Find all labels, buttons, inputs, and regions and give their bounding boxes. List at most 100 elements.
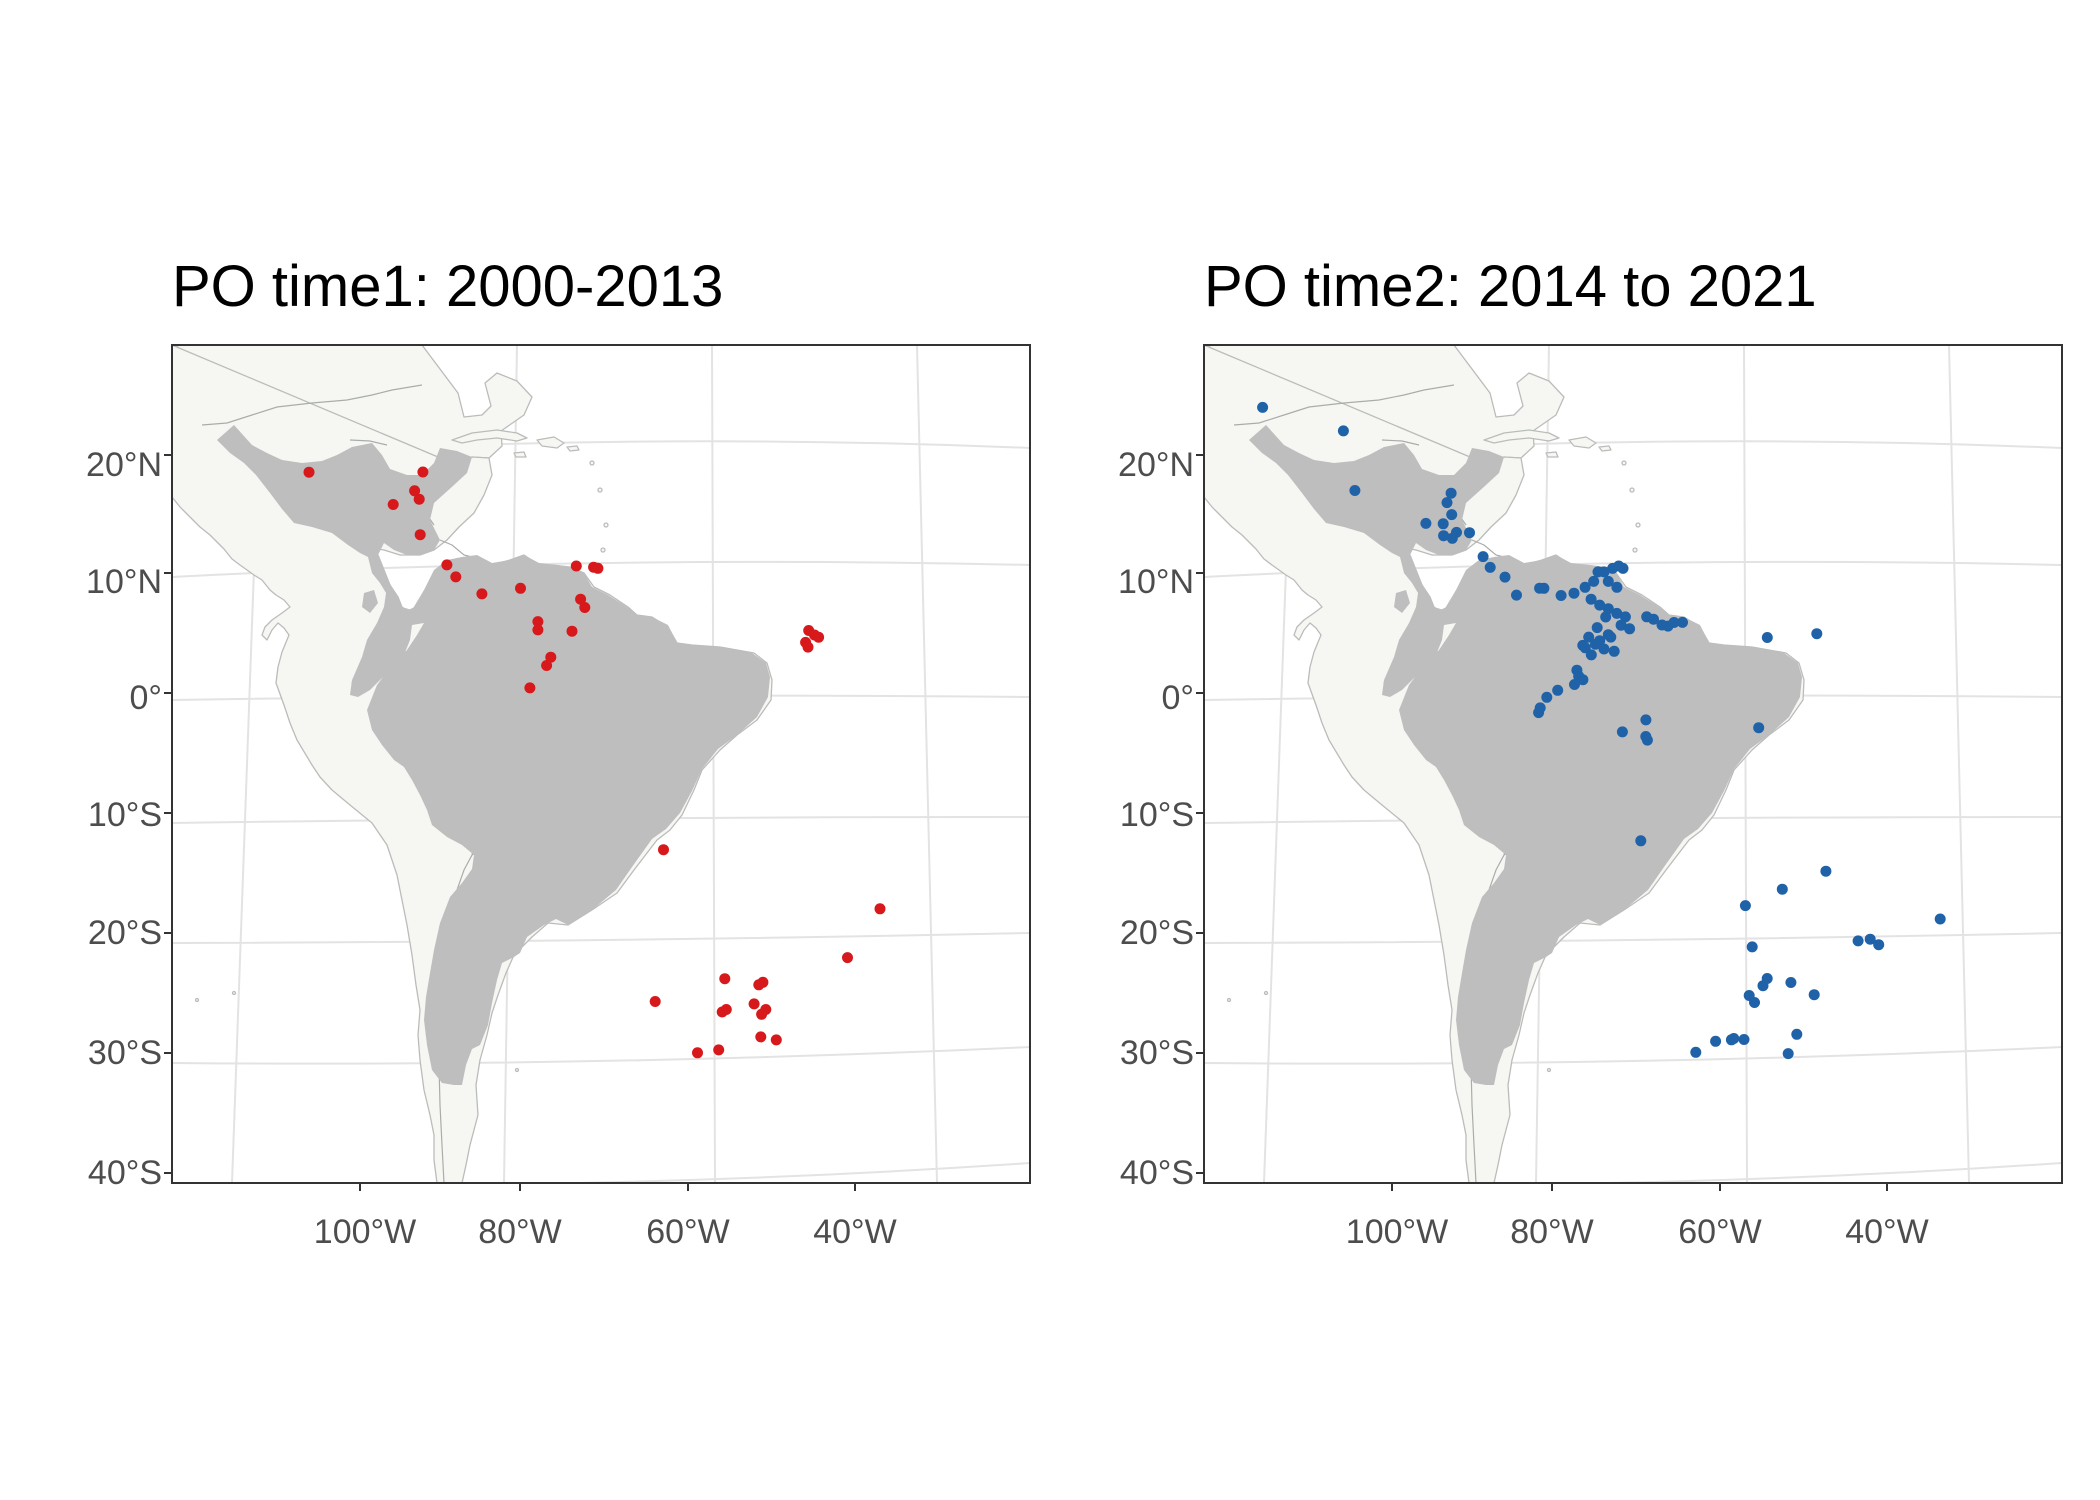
occurrence-point bbox=[874, 903, 886, 915]
occurrence-point bbox=[1464, 527, 1475, 539]
axis-ticks bbox=[164, 454, 856, 1191]
occurrence-point bbox=[1743, 990, 1755, 1001]
occurrence-point bbox=[1635, 835, 1647, 847]
occurrence-point bbox=[1577, 639, 1589, 651]
occurrence-point bbox=[1602, 575, 1614, 587]
occurrence-point bbox=[1438, 530, 1450, 542]
occurrence-point bbox=[303, 466, 315, 478]
occurrence-point bbox=[1782, 1048, 1794, 1060]
occurrence-point bbox=[1555, 590, 1567, 601]
occurrence-point bbox=[1588, 575, 1600, 587]
occurrence-point bbox=[532, 616, 544, 628]
occurrence-point bbox=[1602, 603, 1614, 615]
occurrence-point bbox=[802, 641, 814, 653]
occurrence-point bbox=[1648, 613, 1659, 625]
occurrence-point bbox=[649, 996, 661, 1007]
x-tick-label: 60°W bbox=[1678, 1213, 1762, 1251]
occurrence-point bbox=[1594, 599, 1606, 611]
y-tick-label: 10°N bbox=[1118, 563, 1194, 601]
x-tick-label: 100°W bbox=[314, 1213, 416, 1251]
occurrence-point bbox=[1437, 518, 1449, 530]
occurrence-point bbox=[476, 588, 488, 600]
occurrence-point bbox=[1477, 551, 1489, 563]
occurrence-point bbox=[1569, 679, 1580, 690]
occurrence-point bbox=[1776, 883, 1788, 895]
occurrence-point bbox=[1511, 589, 1522, 601]
occurrence-point bbox=[1785, 977, 1797, 988]
occurrence-point bbox=[1753, 722, 1765, 734]
occurrence-points bbox=[1257, 401, 1946, 1060]
occurrence-point bbox=[1820, 865, 1832, 877]
panel-frame bbox=[1203, 344, 2063, 1184]
occurrence-point bbox=[1605, 631, 1617, 643]
y-tick-label: 10°S bbox=[1120, 796, 1194, 834]
occurrence-point bbox=[515, 582, 526, 594]
occurrence-point bbox=[1257, 401, 1269, 413]
occurrence-point bbox=[1668, 617, 1680, 628]
occurrence-points bbox=[303, 466, 886, 1059]
occurrence-point bbox=[753, 979, 765, 991]
occurrence-point bbox=[1864, 933, 1876, 945]
occurrence-point bbox=[592, 562, 604, 574]
occurrence-point bbox=[755, 1031, 767, 1043]
occurrence-point bbox=[1739, 900, 1751, 912]
occurrence-point bbox=[1728, 1033, 1740, 1044]
occurrence-point bbox=[413, 493, 425, 505]
occurrence-point bbox=[409, 485, 421, 497]
occurrence-point bbox=[1533, 707, 1545, 719]
occurrence-point bbox=[1641, 734, 1653, 746]
y-tick-label: 30°S bbox=[1120, 1034, 1194, 1072]
occurrence-point bbox=[450, 571, 462, 583]
occurrence-point bbox=[1598, 566, 1610, 578]
occurrence-point bbox=[1608, 645, 1620, 657]
occurrence-point bbox=[570, 560, 582, 572]
y-tick-label: 20°S bbox=[88, 914, 162, 952]
occurrence-point bbox=[756, 1008, 768, 1020]
occurrence-point bbox=[1934, 913, 1946, 925]
occurrence-point bbox=[1746, 941, 1758, 953]
x-tick-label: 40°W bbox=[1845, 1213, 1929, 1251]
occurrence-point bbox=[713, 1044, 725, 1056]
occurrence-point bbox=[1808, 989, 1820, 1001]
map-area bbox=[1204, 345, 2062, 1183]
occurrence-point bbox=[1349, 485, 1361, 496]
y-tick-label: 0° bbox=[1161, 679, 1194, 717]
occurrence-point bbox=[1640, 714, 1652, 726]
y-tick-label: 0° bbox=[129, 679, 162, 717]
occurrence-point bbox=[1590, 638, 1601, 650]
x-axis: 100°W 80°W 60°W 40°W bbox=[314, 1213, 897, 1251]
occurrence-point bbox=[1579, 581, 1591, 593]
occurrence-point bbox=[813, 631, 825, 643]
occurrence-point bbox=[1616, 726, 1628, 738]
occurrence-point bbox=[692, 1047, 703, 1059]
occurrence-point bbox=[541, 660, 553, 671]
occurrence-point bbox=[1677, 616, 1688, 628]
y-tick-label: 30°S bbox=[88, 1034, 162, 1072]
occurrence-point bbox=[417, 466, 429, 478]
map-area bbox=[172, 345, 1030, 1183]
y-tick-label: 10°S bbox=[88, 796, 162, 834]
occurrence-point bbox=[524, 682, 536, 694]
panel-title: PO time2: 2014 to 2021 bbox=[1204, 254, 1817, 319]
occurrence-point bbox=[1541, 691, 1553, 703]
x-tick-label: 100°W bbox=[1346, 1213, 1448, 1251]
map-panel-time2: PO time2: 2014 to 2021 20°N 10°N 0° 10°S… bbox=[1118, 254, 2063, 1251]
occurrence-point bbox=[1617, 562, 1629, 574]
occurrence-point bbox=[658, 844, 669, 856]
y-tick-label: 10°N bbox=[86, 563, 162, 601]
y-tick-label: 20°S bbox=[1120, 914, 1194, 952]
occurrence-point bbox=[1446, 509, 1458, 521]
occurrence-point bbox=[441, 559, 453, 571]
occurrence-point bbox=[719, 973, 731, 985]
y-tick-label: 40°S bbox=[1120, 1154, 1194, 1192]
occurrence-point bbox=[1598, 643, 1610, 655]
x-axis: 100°W 80°W 60°W 40°W bbox=[1346, 1213, 1929, 1251]
occurrence-point bbox=[575, 593, 587, 605]
occurrence-point bbox=[1552, 684, 1564, 696]
occurrence-point bbox=[414, 529, 426, 541]
occurrence-point bbox=[1710, 1035, 1722, 1047]
occurrence-point bbox=[579, 602, 591, 613]
occurrence-point bbox=[770, 1034, 782, 1046]
occurrence-point bbox=[1585, 649, 1597, 661]
panel-title: PO time1: 2000-2013 bbox=[172, 254, 723, 319]
